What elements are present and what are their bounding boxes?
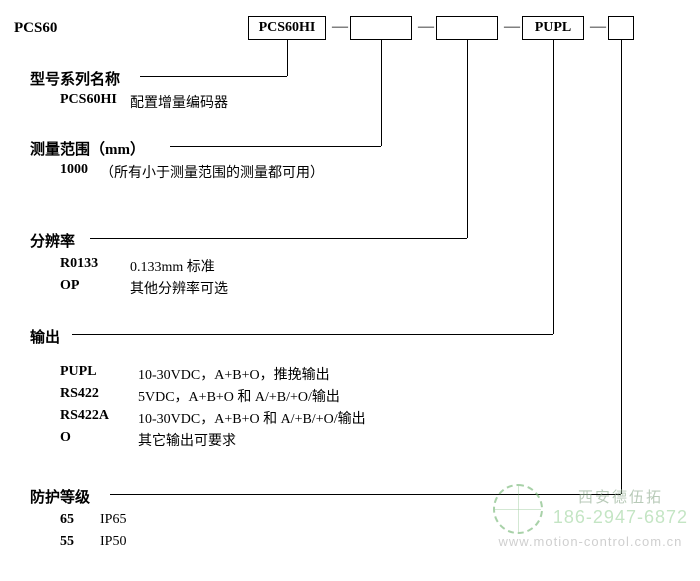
row-code-s1-0: PCS60HI xyxy=(60,92,117,108)
series-label: PCS60 xyxy=(14,20,57,37)
row-code-s3-0: R0133 xyxy=(60,256,98,272)
section-title-s2: 测量范围（mm） xyxy=(30,138,145,159)
watermark-tel: 186-2947-6872 xyxy=(553,507,688,528)
row-code-s5-1: 55 xyxy=(60,534,74,550)
row-desc-s2-0: （所有小于测量范围的测量都可用） xyxy=(100,162,324,182)
watermark-logo-icon xyxy=(493,484,543,534)
row-code-s4-0: PUPL xyxy=(60,364,97,380)
row-code-s2-0: 1000 xyxy=(60,162,88,178)
conn-s1-v xyxy=(287,40,288,76)
code-box-b4: PUPL xyxy=(522,16,584,40)
conn-s3-h xyxy=(90,238,467,239)
row-desc-s4-0: 10-30VDC，A+B+O，推挽输出 xyxy=(138,364,330,384)
row-code-s3-1: OP xyxy=(60,278,79,294)
conn-s4-h xyxy=(72,334,553,335)
separator-dash: — xyxy=(418,18,434,36)
section-title-s3: 分辨率 xyxy=(30,230,75,251)
separator-dash: — xyxy=(332,18,348,36)
row-desc-s4-3: 其它输出可要求 xyxy=(138,430,236,450)
conn-s4-v xyxy=(553,40,554,334)
row-desc-s5-0: IP65 xyxy=(100,512,126,528)
code-box-b1: PCS60HI xyxy=(248,16,326,40)
watermark-name: 西安德伍拓 xyxy=(553,486,688,507)
row-desc-s3-0: 0.133mm 标准 xyxy=(130,256,215,276)
row-desc-s5-1: IP50 xyxy=(100,534,126,550)
row-desc-s1-0: 配置增量编码器 xyxy=(130,92,228,112)
separator-dash: — xyxy=(590,18,606,36)
section-title-s1: 型号系列名称 xyxy=(30,68,120,89)
row-code-s4-1: RS422 xyxy=(60,386,99,402)
separator-dash: — xyxy=(504,18,520,36)
row-code-s5-0: 65 xyxy=(60,512,74,528)
conn-s2-h xyxy=(170,146,381,147)
row-code-s4-2: RS422A xyxy=(60,408,109,424)
section-title-s5: 防护等级 xyxy=(30,486,90,507)
watermark-url: www.motion-control.com.cn xyxy=(493,534,688,549)
code-box-b5 xyxy=(608,16,634,40)
code-box-b2 xyxy=(350,16,412,40)
conn-s5-v xyxy=(621,40,622,494)
code-box-b3 xyxy=(436,16,498,40)
watermark: 西安德伍拓186-2947-6872 www.motion-control.com… xyxy=(493,480,688,549)
row-code-s4-3: O xyxy=(60,430,71,446)
conn-s2-v xyxy=(381,40,382,146)
conn-s3-v xyxy=(467,40,468,238)
row-desc-s4-1: 5VDC，A+B+O 和 A/+B/+O/输出 xyxy=(138,386,340,406)
section-title-s4: 输出 xyxy=(30,326,60,347)
conn-s1-h xyxy=(140,76,287,77)
row-desc-s3-1: 其他分辨率可选 xyxy=(130,278,228,298)
row-desc-s4-2: 10-30VDC，A+B+O 和 A/+B/+O/输出 xyxy=(138,408,366,428)
